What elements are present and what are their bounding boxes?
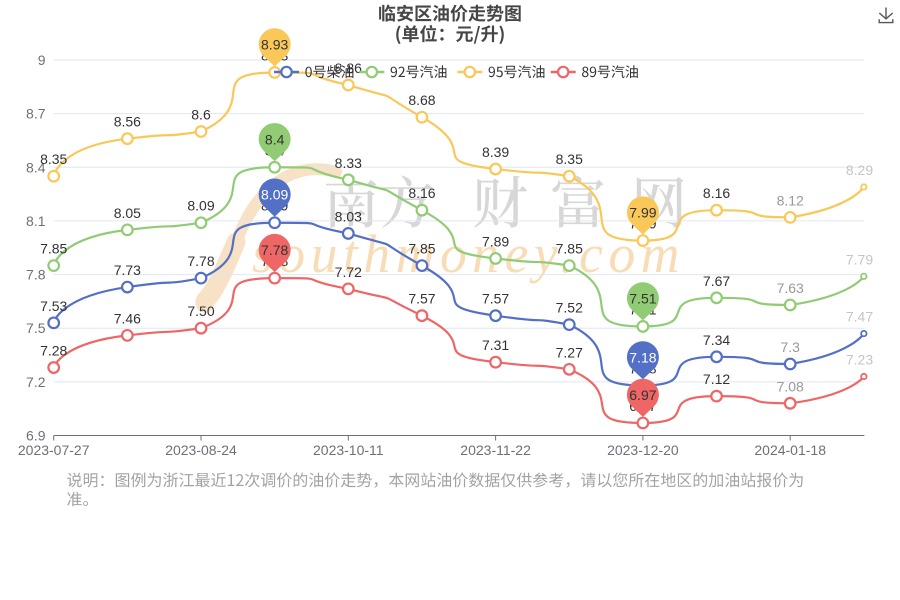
svg-text:7.53: 7.53 [40,298,67,314]
svg-text:7.50: 7.50 [187,303,214,319]
svg-text:7.28: 7.28 [40,343,67,359]
svg-text:7.63: 7.63 [777,280,804,296]
svg-text:7.5: 7.5 [26,320,46,336]
svg-text:7.3: 7.3 [780,339,800,355]
svg-text:7.72: 7.72 [335,264,362,280]
svg-text:8.09: 8.09 [261,187,288,203]
svg-text:8.7: 8.7 [26,106,46,122]
svg-text:7.47: 7.47 [846,309,873,325]
svg-text:8.35: 8.35 [556,151,583,167]
svg-text:2023-10-11: 2023-10-11 [313,442,384,458]
svg-text:7.23: 7.23 [846,351,873,367]
svg-text:8.1: 8.1 [26,213,46,229]
svg-text:8.68: 8.68 [408,92,435,108]
svg-text:7.73: 7.73 [114,262,141,278]
svg-text:8.39: 8.39 [482,144,509,160]
svg-text:7.2: 7.2 [26,374,46,390]
svg-text:8.56: 8.56 [114,114,141,130]
svg-text:7.31: 7.31 [482,337,509,353]
svg-text:8.4: 8.4 [265,131,285,147]
svg-text:8.35: 8.35 [40,151,67,167]
svg-text:7.57: 7.57 [408,291,435,307]
svg-text:7.57: 7.57 [482,291,509,307]
svg-text:7.34: 7.34 [703,332,730,348]
svg-text:7.27: 7.27 [556,344,583,360]
svg-text:8.12: 8.12 [777,192,804,208]
svg-text:7.12: 7.12 [703,371,730,387]
svg-text:2024-01-18: 2024-01-18 [754,442,826,458]
svg-text:8.33: 8.33 [335,155,362,171]
svg-text:7.85: 7.85 [40,241,67,257]
svg-text:7.99: 7.99 [629,205,656,221]
svg-text:7.52: 7.52 [556,300,583,316]
svg-text:8.16: 8.16 [408,185,435,201]
svg-text:7.85: 7.85 [556,241,583,257]
svg-text:9: 9 [38,52,46,68]
svg-text:7.85: 7.85 [408,241,435,257]
svg-text:8.86: 8.86 [335,60,362,76]
svg-text:7.18: 7.18 [629,349,656,365]
svg-text:7.67: 7.67 [703,273,730,289]
svg-text:8.03: 8.03 [335,208,362,224]
svg-text:2023-12-20: 2023-12-20 [607,442,679,458]
svg-text:7.79: 7.79 [846,251,873,267]
svg-text:7.46: 7.46 [114,310,141,326]
svg-text:8.05: 8.05 [114,205,141,221]
svg-text:2023-11-22: 2023-11-22 [460,442,531,458]
svg-text:7.89: 7.89 [482,233,509,249]
svg-text:8.29: 8.29 [846,162,873,178]
svg-text:8.09: 8.09 [187,198,214,214]
svg-text:7.51: 7.51 [629,290,656,306]
svg-text:7.78: 7.78 [261,242,288,258]
svg-text:6.97: 6.97 [629,387,656,403]
svg-text:2023-07-27: 2023-07-27 [18,442,90,458]
svg-text:8.6: 8.6 [191,107,211,123]
svg-text:7.78: 7.78 [187,253,214,269]
svg-text:7.8: 7.8 [26,267,46,283]
svg-text:8.16: 8.16 [703,185,730,201]
svg-text:7.08: 7.08 [777,378,804,394]
svg-text:8.93: 8.93 [261,37,288,53]
svg-text:8.4: 8.4 [26,159,46,175]
svg-text:6.9: 6.9 [26,428,46,444]
svg-text:2023-08-24: 2023-08-24 [165,442,237,458]
